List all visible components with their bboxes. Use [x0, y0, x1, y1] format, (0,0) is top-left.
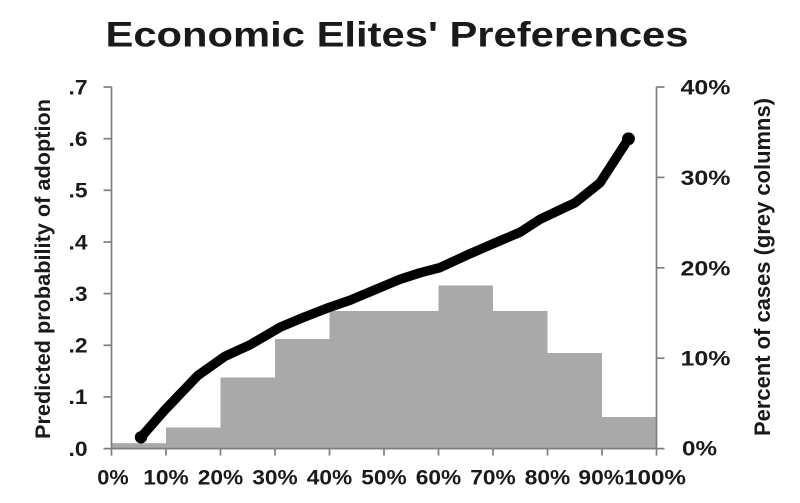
svg-text:50%: 50%: [361, 466, 407, 490]
svg-text:0%: 0%: [97, 466, 128, 490]
svg-text:Economic Elites' Preferences: Economic Elites' Preferences: [106, 16, 689, 55]
svg-text:20%: 20%: [198, 466, 244, 490]
svg-text:.5: .5: [69, 179, 88, 203]
svg-text:40%: 40%: [681, 76, 731, 100]
svg-text:80%: 80%: [525, 466, 571, 490]
svg-text:.3: .3: [69, 282, 88, 306]
svg-text:Percent of cases (grey columns: Percent of cases (grey columns): [750, 98, 775, 436]
svg-text:.6: .6: [69, 127, 88, 151]
svg-text:30%: 30%: [252, 466, 298, 490]
svg-text:60%: 60%: [416, 466, 462, 490]
svg-text:100%: 100%: [624, 466, 686, 490]
svg-text:.1: .1: [69, 385, 88, 409]
svg-text:10%: 10%: [681, 347, 731, 371]
svg-text:.2: .2: [69, 334, 88, 358]
svg-text:10%: 10%: [143, 466, 189, 490]
svg-text:Predicted probability of adopt: Predicted probability of adoption: [32, 99, 55, 439]
svg-text:0%: 0%: [682, 437, 717, 461]
svg-text:40%: 40%: [307, 466, 353, 490]
svg-text:90%: 90%: [578, 466, 624, 490]
svg-text:.7: .7: [69, 75, 88, 99]
svg-text:.0: .0: [69, 437, 88, 461]
svg-text:70%: 70%: [470, 466, 516, 490]
svg-text:30%: 30%: [681, 166, 731, 190]
svg-text:.4: .4: [69, 230, 88, 254]
svg-text:20%: 20%: [681, 256, 731, 280]
